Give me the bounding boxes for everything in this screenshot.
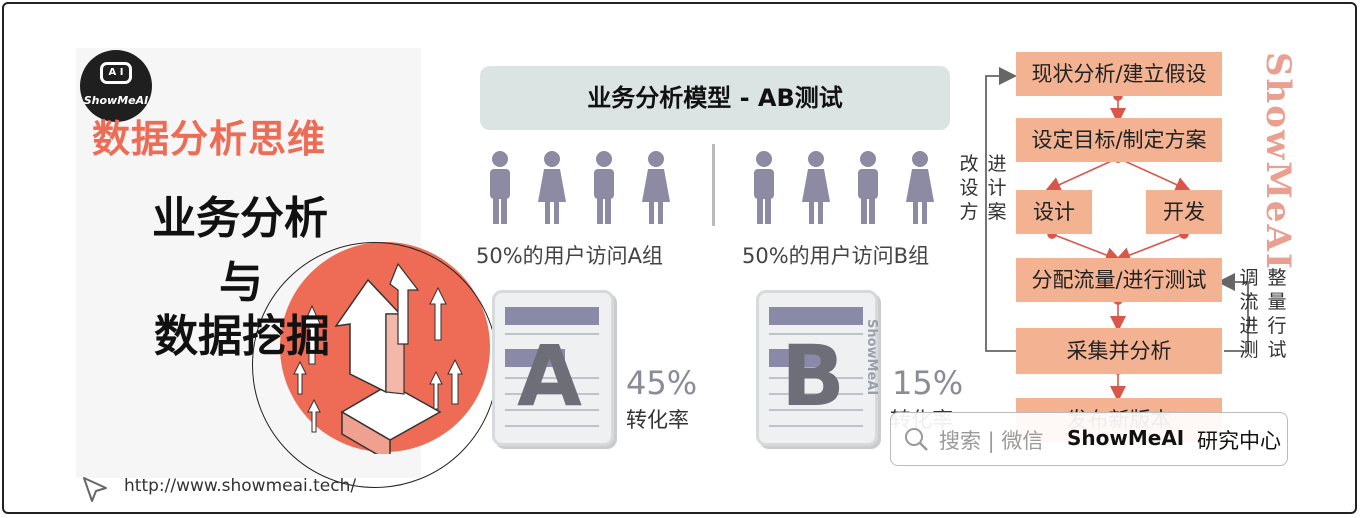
flow-step-develop: 开发 [1146, 190, 1222, 234]
loop-left-col2: 进计案 [987, 153, 1007, 223]
arrows-illustration [293, 262, 463, 454]
variant-a-rate: 45% [626, 364, 698, 402]
variant-a-rate-label: 转化率 [626, 408, 689, 432]
website-link[interactable]: http://www.showmeai.tech/ [124, 476, 357, 496]
ab-test-title: 业务分析模型 - AB测试 [480, 66, 950, 130]
subtitle-line-3: 数据挖掘 [154, 311, 330, 362]
main-title: 数据分析思维 [92, 117, 327, 161]
variant-a-letter: A [517, 327, 583, 425]
flow-connectors [985, 67, 1249, 402]
card-watermark: ShowMeAI [864, 319, 879, 396]
flow-step-goal: 设定目标/制定方案 [1016, 118, 1222, 162]
search-center-label: 研究中心 [1197, 429, 1281, 453]
variant-b-rate: 15% [892, 364, 964, 402]
group-a-people [490, 151, 670, 224]
variant-b-letter: B [781, 327, 846, 425]
loop-right-col1: 调流进测 [1239, 267, 1259, 361]
subtitle-line-2: 与 [219, 257, 263, 308]
group-b-people [754, 151, 934, 224]
variant-a-card: A [492, 290, 614, 446]
showmeai-logo: A I ShowMeAI [80, 50, 152, 122]
search-brand: ShowMeAI [1067, 426, 1185, 450]
flow-step-test: 分配流量/进行测试 [1016, 258, 1222, 302]
robot-face-icon: A I [100, 62, 132, 84]
group-b-label: 50%的用户访问B组 [742, 244, 930, 268]
flow-step-hypothesis: 现状分析/建立假设 [1016, 52, 1222, 96]
subtitle-line-1: 业务分析 [152, 193, 328, 244]
search-hint: 搜索 | 微信 [939, 429, 1044, 453]
group-divider [712, 144, 715, 226]
cursor-icon [83, 477, 107, 502]
group-a-label: 50%的用户访问A组 [476, 244, 664, 268]
loop-right-col2: 整量行试 [1267, 267, 1287, 361]
search-bar[interactable]: 搜索 | 微信 ShowMeAI 研究中心 [890, 412, 1288, 466]
flow-step-analyze: 采集并分析 [1016, 328, 1222, 374]
logo-text: ShowMeAI [83, 94, 149, 107]
flow-step-design: 设计 [1016, 190, 1092, 234]
showmeai-watermark: ShowMeAI [1258, 52, 1298, 271]
loop-left-col1: 改设方 [959, 153, 979, 223]
variant-b-card: B ShowMeAI [756, 290, 879, 446]
search-icon [905, 428, 928, 451]
